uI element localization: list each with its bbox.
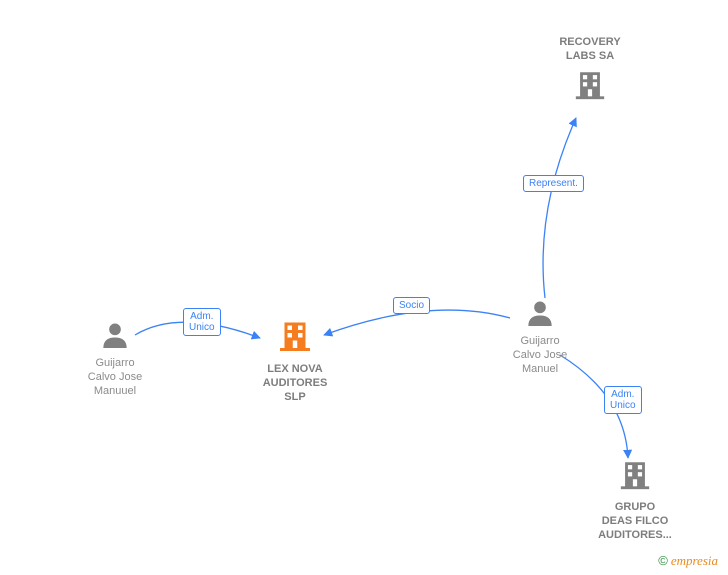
- building-icon: [245, 318, 345, 359]
- node-grupo-deas[interactable]: GRUPO DEAS FILCO AUDITORES...: [585, 458, 685, 542]
- person-icon: [75, 320, 155, 353]
- node-label: GRUPO DEAS FILCO AUDITORES...: [585, 501, 685, 542]
- copyright-symbol: ©: [658, 553, 668, 568]
- node-lex-nova[interactable]: LEX NOVA AUDITORES SLP: [245, 318, 345, 404]
- node-label: RECOVERY LABS SA: [540, 36, 640, 64]
- node-label: LEX NOVA AUDITORES SLP: [245, 363, 345, 404]
- diagram-canvas: Adm. Unico Socio Represent. Adm. Unico R…: [0, 0, 728, 575]
- edge-label-adm-unico-left: Adm. Unico: [183, 308, 221, 336]
- edge-label-socio: Socio: [393, 297, 430, 314]
- node-recovery-labs[interactable]: RECOVERY LABS SA: [540, 32, 640, 107]
- node-label: Guijarro Calvo Jose Manuel: [500, 335, 580, 376]
- node-guijarro-right[interactable]: Guijarro Calvo Jose Manuel: [500, 298, 580, 376]
- building-icon: [540, 68, 640, 107]
- node-label: Guijarro Calvo Jose Manuuel: [75, 357, 155, 398]
- edge-label-represent: Represent.: [523, 175, 584, 192]
- watermark: ©empresia: [658, 553, 718, 569]
- brand-name: empresia: [671, 553, 718, 568]
- edge-represent: [543, 118, 576, 298]
- node-guijarro-left[interactable]: Guijarro Calvo Jose Manuuel: [75, 320, 155, 398]
- building-icon: [585, 458, 685, 497]
- person-icon: [500, 298, 580, 331]
- edge-label-adm-unico-bottom: Adm. Unico: [604, 386, 642, 414]
